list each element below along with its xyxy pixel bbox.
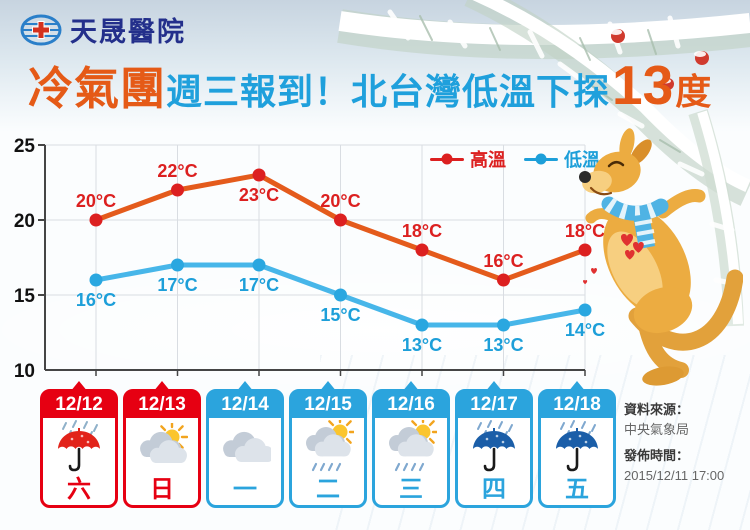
globe-cross-logo-icon: [20, 14, 62, 45]
weekday-label: 六: [67, 476, 91, 503]
umbrella-rain-red-icon: [43, 419, 115, 477]
legend-item-low: 低溫: [524, 146, 600, 172]
card-date: 12/13: [126, 392, 198, 418]
source-value: 中央氣象局: [624, 422, 690, 437]
card-pointer-tab: [319, 381, 337, 392]
card-date: 12/12: [43, 392, 115, 418]
high-temp-marker-icon: [430, 153, 464, 165]
weekday-label: 五: [565, 476, 589, 503]
weekday-label: 三: [399, 476, 423, 503]
low-temp-marker-icon: [524, 153, 558, 165]
card-pointer-tab: [153, 381, 171, 392]
red-berries: [610, 29, 709, 90]
card-date: 12/15: [292, 392, 364, 418]
headline-main: 週三報到！北台灣低溫下探: [166, 71, 611, 112]
umbrella-rain-blue-icon: [458, 419, 530, 477]
day-card: 12/18 五: [538, 381, 616, 508]
day-card: 12/17 四: [455, 381, 533, 508]
headline-accent: 冷氣團: [28, 63, 167, 114]
svg-text:23°C: 23°C: [239, 185, 279, 205]
day-card: 12/13 日: [123, 381, 201, 508]
legend-label-low: 低溫: [564, 150, 600, 170]
svg-text:20: 20: [14, 211, 35, 232]
sun-clouds-rain-icon: [292, 419, 364, 477]
publish-time-value: 2015/12/11 17:00: [624, 468, 725, 483]
card-pointer-tab: [70, 381, 88, 392]
legend-label-high: 高溫: [470, 150, 506, 170]
weekday-label: 二: [316, 476, 340, 503]
day-card: 12/16 三: [372, 381, 450, 508]
card-pointer-tab: [402, 381, 420, 392]
source-label: 資料來源：: [624, 402, 690, 417]
legend-item-high: 高溫: [430, 146, 506, 172]
umbrella-rain-blue-icon: [541, 419, 613, 477]
daily-forecast-row: 12/12 六 12/13 日 12/14: [40, 381, 616, 508]
cloudy-icon: [209, 419, 281, 477]
source-info: 資料來源： 中央氣象局 發佈時間： 2015/12/11 17:00: [624, 400, 748, 492]
card-date: 12/17: [458, 392, 530, 418]
card-pointer-tab: [236, 381, 254, 392]
snowy-pine-branches: [337, 0, 750, 327]
svg-text:20°C: 20°C: [76, 191, 116, 211]
svg-text:22°C: 22°C: [157, 161, 197, 181]
weekday-label: 一: [233, 476, 257, 503]
card-date: 12/16: [375, 392, 447, 418]
day-card: 12/14 一: [206, 381, 284, 508]
chart-legend: 高溫 低溫: [430, 146, 600, 172]
hospital-name: 天晟醫院: [70, 17, 186, 47]
card-date: 12/18: [541, 392, 613, 418]
svg-text:25: 25: [14, 136, 36, 157]
day-card: 12/12 六: [40, 381, 118, 508]
headline: 冷氣團 週三報到！北台灣低溫下探 13 度: [28, 52, 744, 117]
weekday-label: 日: [150, 476, 174, 503]
headline-temperature-number: 13: [612, 54, 674, 116]
publish-time-label: 發佈時間：: [624, 448, 690, 463]
weekday-label: 四: [482, 476, 506, 503]
card-pointer-tab: [568, 381, 586, 392]
headline-degree: 度: [675, 71, 712, 112]
hospital-logo: 天晟醫院: [20, 10, 186, 49]
day-card: 12/15 二: [289, 381, 367, 508]
card-date: 12/14: [209, 392, 281, 418]
card-pointer-tab: [485, 381, 503, 392]
sun-clouds-rain-icon: [375, 419, 447, 477]
sun-clouds-icon: [126, 419, 198, 477]
kangaroo-mascot: [579, 128, 743, 386]
